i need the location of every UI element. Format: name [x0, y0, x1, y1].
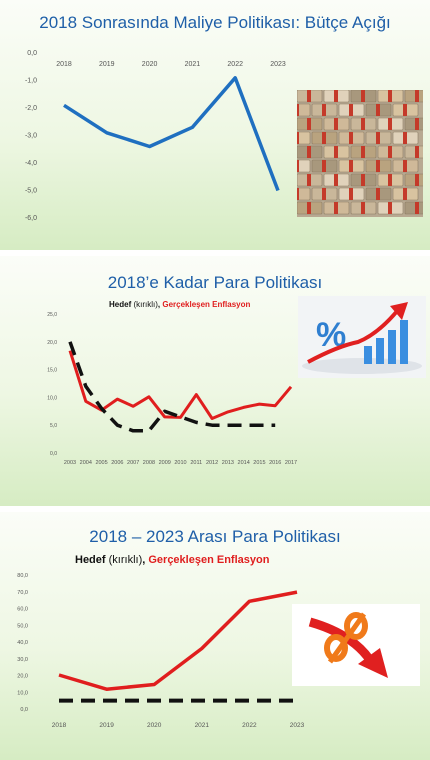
y-tick-label: 0,0	[50, 451, 57, 457]
x-tick-label: 2018	[56, 61, 72, 68]
x-tick-label: 2003	[64, 460, 76, 466]
legend-dashed-note: (kırıklı)	[133, 300, 158, 309]
x-tick-label: 2009	[159, 460, 171, 466]
legend-target-label: Hedef	[75, 554, 109, 566]
y-tick-label: 20,0	[47, 340, 57, 346]
y-tick-label: 50,0	[17, 623, 28, 629]
y-tick-label: -5,0	[25, 188, 37, 195]
x-tick-label: 2016	[269, 460, 281, 466]
y-tick-label: 30,0	[17, 657, 28, 663]
legend-target-label: Hedef	[109, 300, 134, 309]
x-tick-label: 2013	[222, 460, 234, 466]
inflation-2018-2023-chart: 80,0 70,0 60,0 50,0 40,0 30,0 20,0 10,0 0,0 2018 2…	[17, 573, 305, 729]
y-tick-label: 15,0	[47, 368, 57, 374]
actual-series-line	[63, 76, 280, 192]
x-tick-label: 2011	[190, 460, 202, 466]
x-tick-label: 2022	[227, 61, 243, 68]
x-tick-label: 2018	[52, 722, 67, 729]
y-tick-label: 70,0	[17, 590, 28, 596]
y-tick-label: 5,0	[50, 423, 57, 429]
x-tick-label: 2005	[95, 460, 107, 466]
x-tick-label: 2015	[253, 460, 265, 466]
x-tick-label: 2017	[285, 460, 297, 466]
percent-down-photo	[292, 604, 420, 686]
y-tick-label: 40,0	[17, 640, 28, 646]
y-tick-label: 80,0	[17, 573, 28, 579]
x-tick-label: 2020	[142, 61, 158, 68]
x-tick-label: 2022	[242, 722, 257, 729]
budget-deficit-panel: 2018 Sonrasında Maliye Politikası: Bütçe…	[0, 0, 430, 250]
y-tick-label: 0,0	[27, 50, 37, 57]
y-tick-label: -6,0	[25, 215, 37, 222]
monetary-policy-2018-2023-panel: 2018 – 2023 Arası Para Politikası Hedef …	[0, 512, 430, 760]
y-tick-label: -1,0	[25, 78, 37, 85]
x-tick-label: 2020	[147, 722, 162, 729]
y-tick-label: 60,0	[17, 607, 28, 613]
legend-actual-label: Gerçekleşen Enflasyon	[148, 554, 270, 566]
chart3-title: 2018 – 2023 Arası Para Politikası	[89, 527, 341, 546]
percent-up-photo: %	[298, 296, 426, 378]
x-tick-label: 2023	[290, 722, 305, 729]
legend-separator: ,	[157, 300, 163, 309]
legend-dashed-note: (kırıklı)	[108, 554, 143, 566]
chart2-title: 2018’e Kadar Para Politikası	[107, 273, 323, 292]
x-tick-label: 2007	[127, 460, 139, 466]
budget-deficit-chart: 0,0 -1,0 -2,0 -3,0 -4,0 -5,0 -6,0 2018 2019 2020 2…	[25, 50, 286, 222]
actual-series-line	[58, 590, 298, 691]
y-tick-label: 10,0	[17, 690, 28, 696]
x-tick-label: 2023	[270, 61, 286, 68]
x-tick-label: 2006	[111, 460, 123, 466]
y-tick-label: 0,0	[20, 707, 28, 713]
y-tick-label: 20,0	[17, 674, 28, 680]
x-tick-label: 2004	[80, 460, 92, 466]
legend-separator: ,	[142, 554, 149, 566]
x-tick-label: 2012	[206, 460, 218, 466]
chart3-legend: Hedef (kırıklı), Gerçekleşen Enflasyon	[75, 554, 269, 566]
chart2-legend: Hedef (kırıklı), Gerçekleşen Enflasyon	[109, 300, 250, 309]
x-tick-label: 2019	[99, 61, 115, 68]
inflation-before-2018-chart: 25,0 20,0 15,0 10,0 5,0 0,0 2003 2004 2005 2006 20…	[47, 312, 297, 466]
y-tick-label: -3,0	[25, 133, 37, 140]
y-tick-label: -2,0	[25, 105, 37, 112]
actual-series-line	[68, 350, 293, 420]
legend-actual-label: Gerçekleşen Enflasyon	[162, 300, 251, 309]
x-tick-label: 2010	[174, 460, 186, 466]
chart1-title: 2018 Sonrasında Maliye Politikası: Bütçe…	[39, 13, 391, 32]
money-photo	[297, 90, 423, 217]
y-tick-label: 25,0	[47, 312, 57, 318]
x-tick-label: 2021	[185, 61, 201, 68]
x-tick-label: 2021	[195, 722, 210, 729]
y-tick-label: -4,0	[25, 160, 37, 167]
x-tick-label: 2008	[143, 460, 155, 466]
monetary-policy-before-2018-panel: 2018’e Kadar Para Politikası Hedef (kırı…	[0, 256, 430, 506]
y-tick-label: 10,0	[47, 395, 57, 401]
x-tick-label: 2019	[99, 722, 114, 729]
x-tick-label: 2014	[238, 460, 250, 466]
target-series-line	[68, 341, 276, 433]
